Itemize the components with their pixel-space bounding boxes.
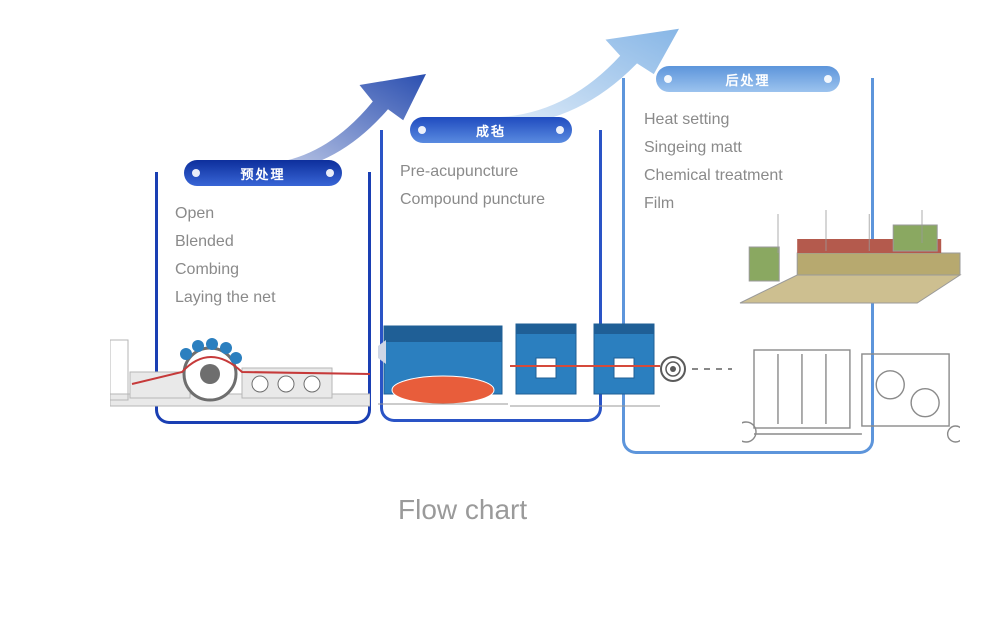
stage2-item: Compound puncture <box>400 186 545 214</box>
stage1-items: OpenBlendedCombingLaying the net <box>175 200 276 312</box>
stage1-item: Laying the net <box>175 284 276 312</box>
stage2-items: Pre-acupunctureCompound puncture <box>400 158 545 214</box>
flowchart-canvas: 预处理 OpenBlendedCombingLaying the net 成毡 Pre… <box>0 0 1000 631</box>
stage3-item: Chemical treatment <box>644 162 783 190</box>
machine-opening-carding <box>110 322 370 412</box>
stage2-header-pill: 成毡 <box>410 117 572 143</box>
machine-compound-needle <box>510 318 660 414</box>
machine-roll-output <box>660 356 686 382</box>
stage3-header-pill: 后处理 <box>656 66 840 92</box>
stage3-items: Heat settingSingeing mattChemical treatm… <box>644 106 783 218</box>
stage1-item: Open <box>175 200 276 228</box>
stage1-item: Combing <box>175 256 276 284</box>
chart-title: Flow chart <box>398 494 527 526</box>
stage1-header-pill: 预处理 <box>184 160 342 186</box>
machine-finishing-schematic <box>742 340 960 452</box>
web-continuation-dashes <box>692 368 732 370</box>
stage1-item: Blended <box>175 228 276 256</box>
stage2-item: Pre-acupuncture <box>400 158 545 186</box>
stage3-item: Heat setting <box>644 106 783 134</box>
stage3-item: Singeing matt <box>644 134 783 162</box>
machine-preneedle <box>378 318 508 414</box>
machine-finishing-line-iso <box>730 208 970 313</box>
